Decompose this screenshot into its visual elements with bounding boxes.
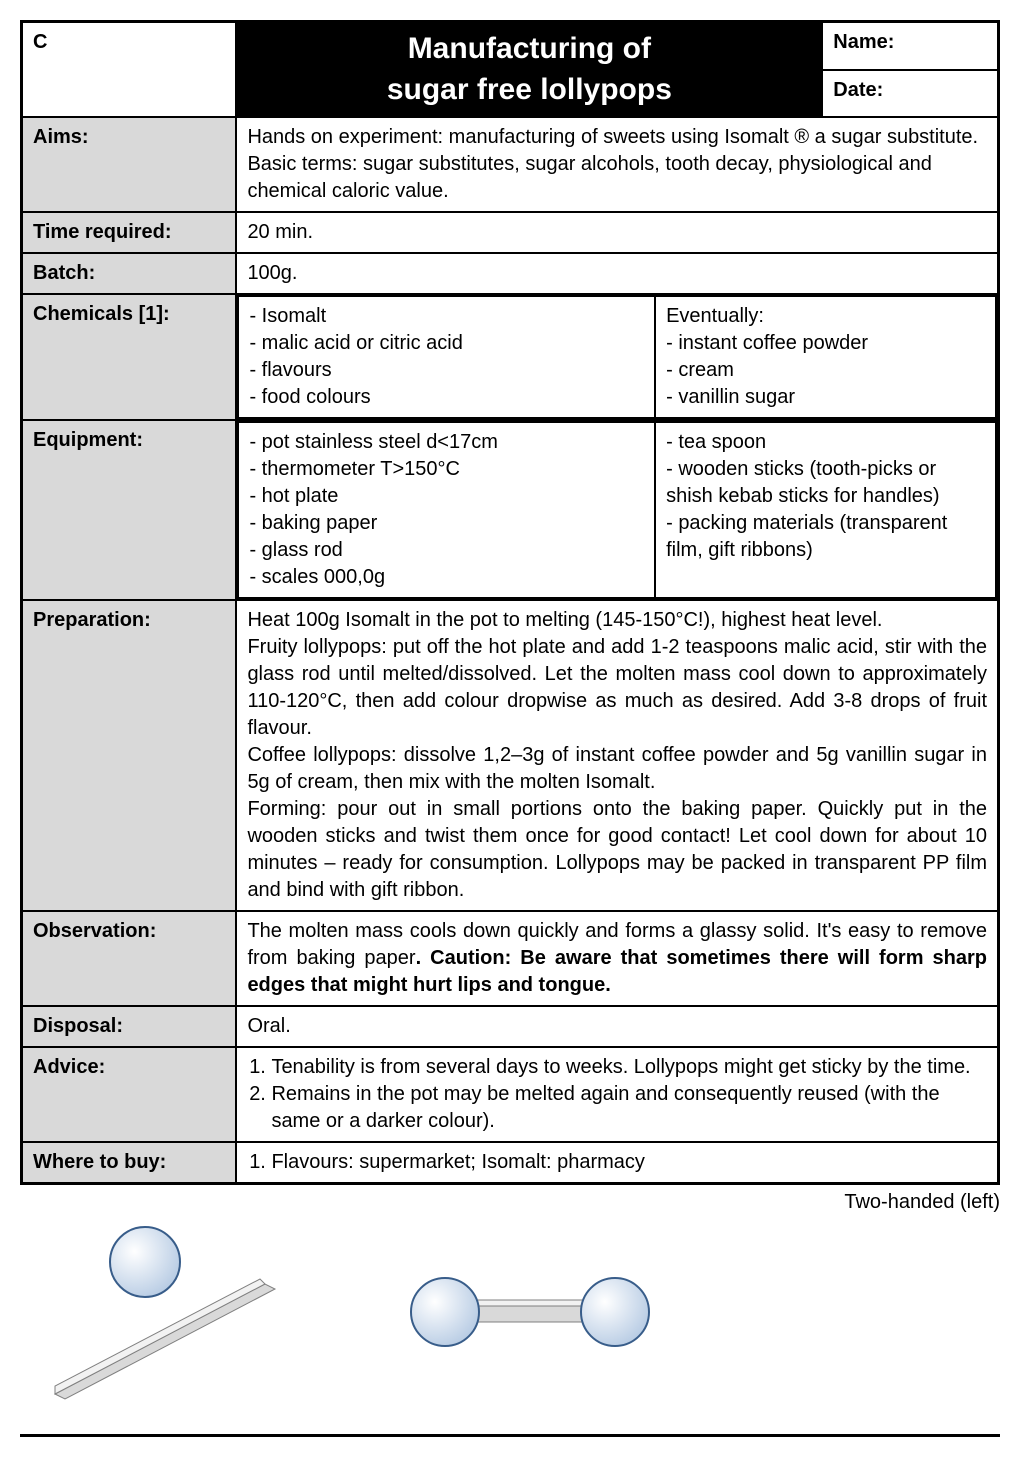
footer-rule — [20, 1434, 1000, 1437]
chemicals-right-list: instant coffee powder cream vanillin sug… — [666, 330, 985, 411]
list-item: thermometer T>150°C — [249, 456, 644, 483]
title-line1: Manufacturing of — [247, 29, 811, 70]
time-label: Time required: — [22, 212, 237, 253]
list-item: hot plate — [249, 483, 644, 510]
list-item: packing materials (transparent film, gif… — [666, 510, 985, 564]
list-item: scales 000,0g — [249, 564, 644, 591]
list-item: malic acid or citric acid — [249, 330, 644, 357]
list-item: food colours — [249, 384, 644, 411]
aims-text: Hands on experiment: manufacturing of sw… — [236, 117, 998, 212]
time-text: 20 min. — [236, 212, 998, 253]
list-item: vanillin sugar — [666, 384, 985, 411]
equipment-left-list: pot stainless steel d<17cm thermometer T… — [249, 429, 644, 591]
prep-p4: Forming: pour out in small portions onto… — [247, 796, 987, 904]
where-label: Where to buy: — [22, 1142, 237, 1184]
lollipop-diagonal-icon — [40, 1224, 320, 1404]
footer-caption: Two-handed (left) — [20, 1191, 1000, 1214]
name-field-label: Name: — [822, 22, 998, 70]
title-line2: sugar free lollypops — [247, 70, 811, 111]
where-item: Flavours: supermarket; Isomalt: pharmacy — [271, 1149, 987, 1176]
list-item: flavours — [249, 357, 644, 384]
batch-text: 100g. — [236, 253, 998, 294]
prep-p2: Fruity lollypops: put off the hot plate … — [247, 634, 987, 742]
list-item: glass rod — [249, 537, 644, 564]
chemicals-left-list: Isomalt malic acid or citric acid flavou… — [249, 303, 644, 411]
preparation-cell: Heat 100g Isomalt in the pot to melting … — [236, 600, 998, 911]
advice-item: Tenability is from several days to weeks… — [271, 1054, 987, 1081]
equipment-label: Equipment: — [22, 420, 237, 600]
advice-label: Advice: — [22, 1047, 237, 1142]
chemicals-label: Chemicals [1]: — [22, 294, 237, 420]
advice-cell: Tenability is from several days to weeks… — [236, 1047, 998, 1142]
aims-label: Aims: — [22, 117, 237, 212]
observation-label: Observation: — [22, 911, 237, 1006]
chemicals-cell: Isomalt malic acid or citric acid flavou… — [236, 294, 998, 420]
dumbbell-icon — [400, 1264, 660, 1364]
list-item: Isomalt — [249, 303, 644, 330]
list-item: tea spoon — [666, 429, 985, 456]
list-item: instant coffee powder — [666, 330, 985, 357]
advice-item: Remains in the pot may be melted again a… — [271, 1081, 987, 1135]
disposal-label: Disposal: — [22, 1006, 237, 1047]
equipment-right-list: tea spoon wooden sticks (tooth-picks or … — [666, 429, 985, 564]
prep-p3: Coffee lollypops: dissolve 1,2–3g of ins… — [247, 742, 987, 796]
where-cell: Flavours: supermarket; Isomalt: pharmacy — [236, 1142, 998, 1184]
list-item: cream — [666, 357, 985, 384]
list-item: pot stainless steel d<17cm — [249, 429, 644, 456]
list-item: baking paper — [249, 510, 644, 537]
batch-label: Batch: — [22, 253, 237, 294]
observation-cell: The molten mass cools down quickly and f… — [236, 911, 998, 1006]
disposal-text: Oral. — [236, 1006, 998, 1047]
eventually-heading: Eventually: — [666, 303, 985, 330]
diagram-row — [40, 1224, 1000, 1404]
preparation-label: Preparation: — [22, 600, 237, 911]
title-cell: Manufacturing of sugar free lollypops — [236, 22, 822, 118]
date-field-label: Date: — [822, 70, 998, 117]
worksheet-table: C Manufacturing of sugar free lollypops … — [20, 20, 1000, 1185]
letter-cell: C — [22, 22, 237, 118]
equipment-cell: pot stainless steel d<17cm thermometer T… — [236, 420, 998, 600]
list-item: wooden sticks (tooth-picks or shish keba… — [666, 456, 985, 510]
prep-p1: Heat 100g Isomalt in the pot to melting … — [247, 607, 987, 634]
